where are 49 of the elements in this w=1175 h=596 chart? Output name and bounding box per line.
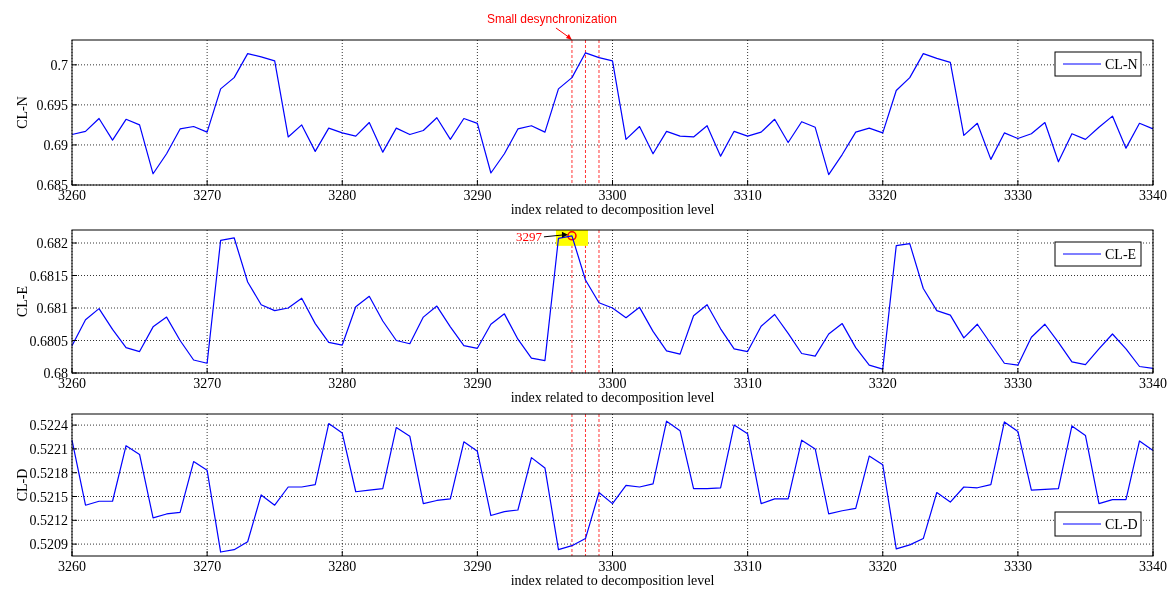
x-tick-label: 3320	[868, 376, 897, 391]
y-tick-label: 0.5221	[29, 441, 68, 457]
x-tick-label: 3300	[598, 188, 627, 203]
y-tick-label: 0.5209	[29, 537, 68, 553]
x-tick-label: 3280	[328, 376, 357, 391]
x-tick-label: 3340	[1139, 188, 1167, 203]
x-tick-label: 3300	[598, 559, 627, 574]
x-tick-label: 3290	[463, 376, 492, 391]
x-tick-label: 3300	[598, 376, 627, 391]
legend-label: CL-E	[1105, 247, 1137, 262]
y-tick-label: 0.6805	[29, 333, 68, 349]
text: Small desynchronization	[486, 12, 617, 26]
y-axis-title: CL-E	[15, 285, 30, 318]
legend-label: CL-N	[1105, 57, 1138, 72]
y-tick-label: 0.5212	[29, 513, 68, 529]
y-tick-label: 0.69	[43, 137, 68, 153]
legend-label: CL-D	[1105, 517, 1138, 532]
x-axis-title: index related to decomposition level	[510, 202, 715, 217]
x-tick-label: 3320	[868, 188, 897, 203]
y-axis-title: CL-N	[15, 96, 30, 129]
y-tick-label: 0.5224	[29, 418, 68, 434]
y-tick-label: 0.682	[36, 236, 68, 251]
x-tick-label: 3290	[463, 559, 492, 574]
y-tick-label: 0.695	[36, 97, 68, 113]
y-tick-label: 0.681	[36, 301, 68, 316]
x-tick-label: 3310	[733, 188, 762, 203]
x-tick-label: 3330	[1003, 188, 1032, 203]
x-axis-title: index related to decomposition level	[510, 573, 715, 588]
x-tick-label: 3290	[463, 188, 492, 203]
x-axis-title: index related to decomposition level	[510, 390, 715, 405]
x-tick-label: 3340	[1139, 376, 1167, 391]
x-tick-label: 3270	[193, 559, 222, 574]
y-tick-label: 0.5215	[29, 489, 68, 505]
x-tick-label: 3270	[193, 188, 222, 203]
x-tick-label: 3330	[1003, 559, 1032, 574]
x-tick-label: 3310	[733, 376, 762, 391]
y-tick-label: 0.6815	[29, 268, 68, 284]
x-tick-label: 3270	[193, 376, 222, 391]
y-tick-label: 0.7	[50, 57, 68, 73]
x-tick-label: 3340	[1139, 559, 1167, 574]
x-tick-label: 3280	[328, 559, 357, 574]
x-tick-label: 3260	[58, 559, 86, 574]
y-tick-label: 0.5218	[29, 465, 68, 481]
annotation: 3297	[515, 228, 543, 244]
x-tick-label: 3330	[1003, 376, 1032, 391]
x-tick-label: 3310	[733, 559, 762, 574]
x-tick-label: 3280	[328, 188, 357, 203]
x-tick-label: 3320	[868, 559, 897, 574]
y-axis-title: CL-D	[15, 468, 30, 502]
